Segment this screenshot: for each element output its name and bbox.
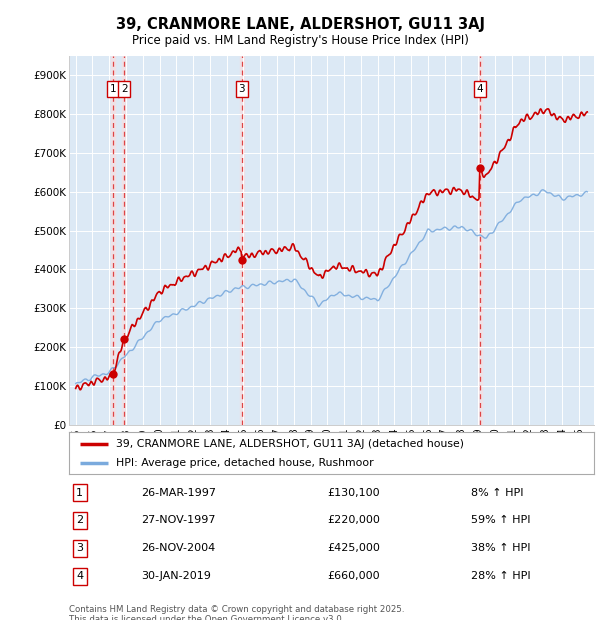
Text: £660,000: £660,000 xyxy=(327,571,380,582)
Text: 4: 4 xyxy=(476,84,483,94)
Bar xyxy=(111,56,115,425)
Text: £220,000: £220,000 xyxy=(327,515,380,526)
Text: 1: 1 xyxy=(76,487,83,498)
Bar xyxy=(478,56,482,425)
Text: Contains HM Land Registry data © Crown copyright and database right 2025.
This d: Contains HM Land Registry data © Crown c… xyxy=(69,604,404,620)
Text: 4: 4 xyxy=(76,571,83,582)
Text: 8% ↑ HPI: 8% ↑ HPI xyxy=(471,487,523,498)
Text: 39, CRANMORE LANE, ALDERSHOT, GU11 3AJ: 39, CRANMORE LANE, ALDERSHOT, GU11 3AJ xyxy=(115,17,485,32)
Text: 2: 2 xyxy=(121,84,128,94)
Text: 26-MAR-1997: 26-MAR-1997 xyxy=(141,487,216,498)
Text: 26-NOV-2004: 26-NOV-2004 xyxy=(141,543,215,554)
Text: 27-NOV-1997: 27-NOV-1997 xyxy=(141,515,215,526)
Text: 30-JAN-2019: 30-JAN-2019 xyxy=(141,571,211,582)
Text: 38% ↑ HPI: 38% ↑ HPI xyxy=(471,543,530,554)
Text: 39, CRANMORE LANE, ALDERSHOT, GU11 3AJ (detached house): 39, CRANMORE LANE, ALDERSHOT, GU11 3AJ (… xyxy=(116,438,464,448)
Text: 3: 3 xyxy=(76,543,83,554)
Text: £130,100: £130,100 xyxy=(327,487,380,498)
Bar xyxy=(240,56,244,425)
Text: 2: 2 xyxy=(76,515,83,526)
Text: 1: 1 xyxy=(110,84,116,94)
Text: 3: 3 xyxy=(238,84,245,94)
Bar xyxy=(122,56,127,425)
Text: 59% ↑ HPI: 59% ↑ HPI xyxy=(471,515,530,526)
Text: £425,000: £425,000 xyxy=(327,543,380,554)
Text: 28% ↑ HPI: 28% ↑ HPI xyxy=(471,571,530,582)
Text: Price paid vs. HM Land Registry's House Price Index (HPI): Price paid vs. HM Land Registry's House … xyxy=(131,34,469,47)
Text: HPI: Average price, detached house, Rushmoor: HPI: Average price, detached house, Rush… xyxy=(116,458,374,468)
